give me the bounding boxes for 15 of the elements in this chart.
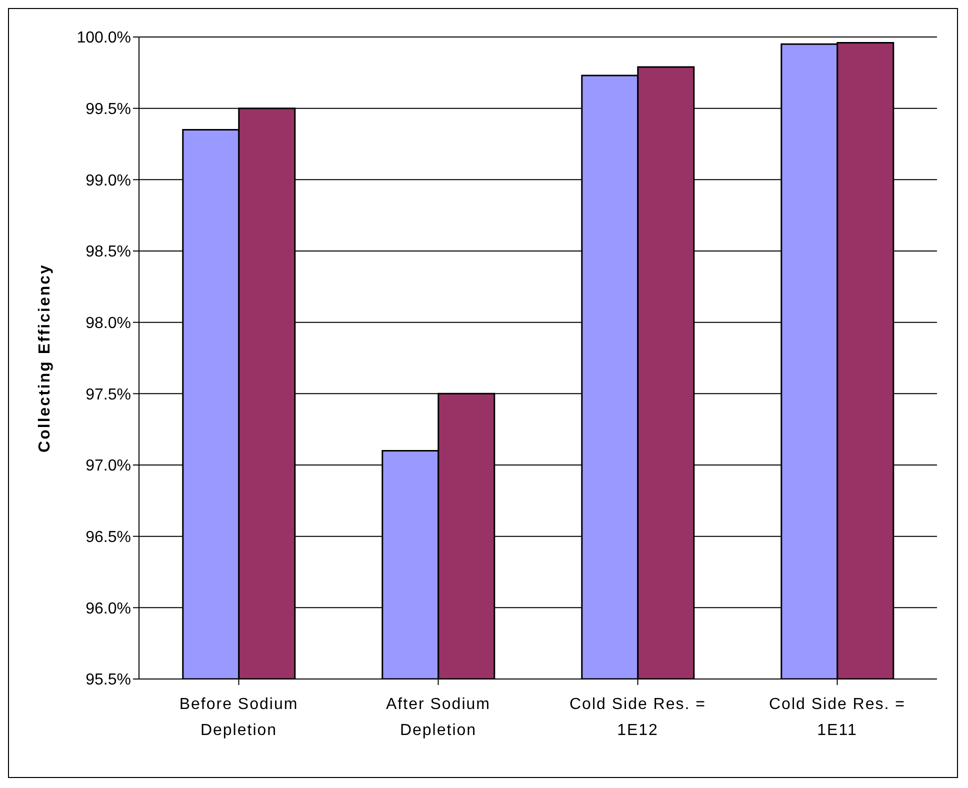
x-tick-label: Cold Side Res. = 1E12 — [569, 696, 706, 739]
y-tick-label: 98.0% — [86, 315, 131, 332]
y-tick-label: 98.5% — [86, 244, 131, 261]
x-tick-label: Before Sodium Depletion — [179, 696, 298, 739]
x-tick-label: Cold Side Res. = 1E11 — [768, 696, 906, 739]
y-tick-label: 97.0% — [86, 458, 131, 475]
x-tick-label: After Sodium Depletion — [386, 696, 490, 739]
y-tick-label: 95.5% — [86, 672, 131, 689]
y-tick-label: 97.5% — [86, 386, 131, 404]
y-tick-label: 96.5% — [86, 529, 131, 546]
y-tick-label: 96.0% — [86, 600, 131, 618]
y-tick-label: 99.5% — [86, 101, 131, 118]
y-tick-label: 99.0% — [86, 172, 131, 190]
y-tick-label: 100.0% — [76, 30, 131, 47]
y-axis-title: Collecting Efficiency — [36, 264, 54, 452]
